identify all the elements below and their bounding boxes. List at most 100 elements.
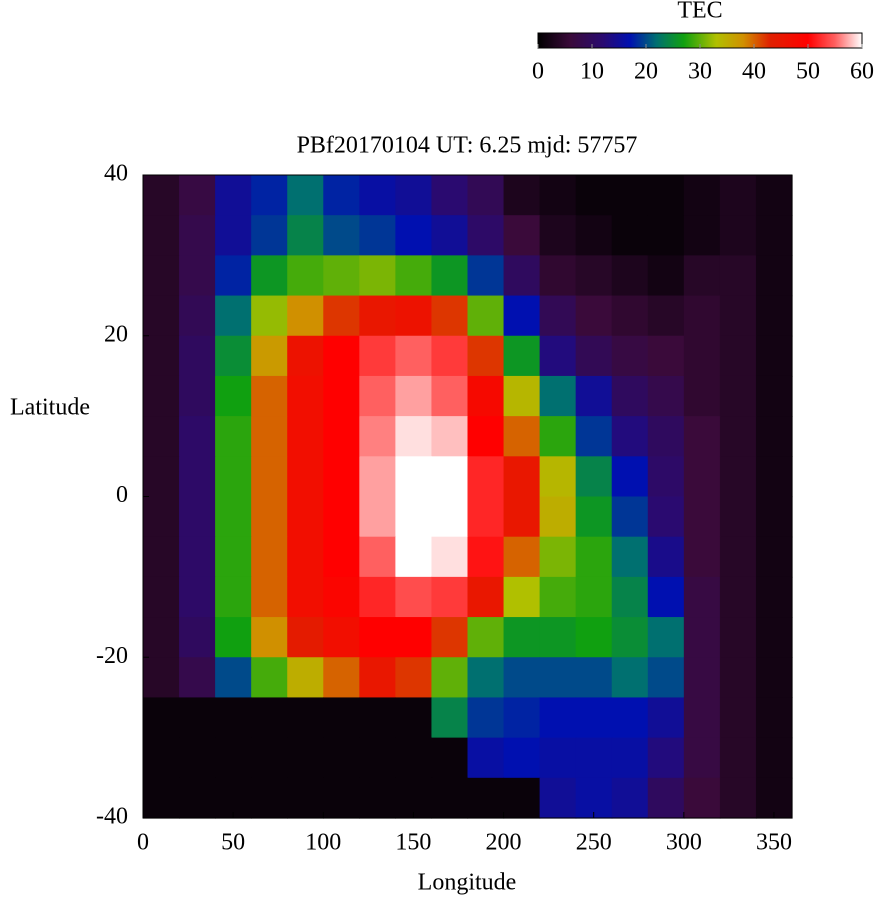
heat-cell xyxy=(575,576,613,618)
colorbar-tick-label: 0 xyxy=(532,59,544,85)
heat-cell xyxy=(179,777,216,819)
heat-cell xyxy=(179,175,216,216)
heat-cell xyxy=(503,536,541,578)
heat-cell xyxy=(719,416,757,457)
heat-cell xyxy=(143,737,180,779)
heat-cell xyxy=(647,617,685,658)
heat-cell xyxy=(287,617,324,658)
heat-cell xyxy=(467,335,505,377)
heat-cell xyxy=(719,255,757,297)
heat-cell xyxy=(611,335,649,377)
heat-cell xyxy=(611,416,649,457)
heat-cell xyxy=(611,657,649,699)
heat-cell xyxy=(323,657,360,699)
heat-cell xyxy=(395,777,433,819)
y-tick-label: 0 xyxy=(116,482,128,508)
heat-cell xyxy=(287,576,324,618)
heat-cell xyxy=(683,416,721,457)
heat-cell xyxy=(575,175,613,216)
heat-cell xyxy=(287,777,324,819)
heat-cell xyxy=(359,617,396,658)
heat-cell xyxy=(539,295,577,337)
heat-cell xyxy=(143,295,180,337)
x-tick-label: 100 xyxy=(305,830,341,856)
heat-cell xyxy=(575,375,613,417)
heat-cell xyxy=(215,576,252,618)
heat-cell xyxy=(647,295,685,337)
heat-cell xyxy=(395,456,433,498)
heat-cell xyxy=(539,777,577,819)
heat-cell xyxy=(683,175,721,216)
heat-cell xyxy=(179,215,216,256)
heat-cell xyxy=(143,335,180,377)
heat-cell xyxy=(395,697,433,739)
heat-cell xyxy=(539,175,577,216)
heat-cell xyxy=(647,657,685,699)
heat-cell xyxy=(179,617,216,658)
heat-cell xyxy=(755,215,793,256)
heat-cell xyxy=(755,295,793,337)
heat-cell xyxy=(539,576,577,618)
heat-cell xyxy=(251,777,288,819)
heat-cell xyxy=(467,697,505,739)
heat-cell xyxy=(467,295,505,337)
heat-cell xyxy=(755,416,793,457)
heat-cell xyxy=(575,215,613,256)
heat-cell xyxy=(539,657,577,699)
x-tick-label: 150 xyxy=(395,830,431,856)
heat-cell xyxy=(755,576,793,618)
heat-cell xyxy=(719,175,757,216)
heat-cell xyxy=(431,697,469,739)
heat-cell xyxy=(431,617,469,658)
heat-cell xyxy=(431,335,469,377)
heat-cell xyxy=(683,657,721,699)
heat-cell xyxy=(503,617,541,658)
heat-cell xyxy=(215,416,252,457)
heat-cell xyxy=(323,697,360,739)
heat-cell xyxy=(395,255,433,297)
heat-cell xyxy=(179,536,216,578)
heat-cell xyxy=(251,416,288,457)
heat-cell xyxy=(287,255,324,297)
heat-cell xyxy=(647,175,685,216)
heat-cell xyxy=(575,496,613,538)
heat-cell xyxy=(467,456,505,498)
heat-cell xyxy=(359,295,396,337)
heat-cell xyxy=(575,335,613,377)
x-tick-label: 0 xyxy=(137,830,149,856)
heat-cell xyxy=(323,416,360,457)
heat-cell xyxy=(287,375,324,417)
heat-cell xyxy=(647,416,685,457)
heat-cell xyxy=(611,496,649,538)
heat-cell xyxy=(215,496,252,538)
heat-cell xyxy=(539,737,577,779)
heat-cell xyxy=(719,737,757,779)
heat-cell xyxy=(719,777,757,819)
colorbar-tick-label: 60 xyxy=(850,59,874,85)
heat-cell xyxy=(575,617,613,658)
heat-cell xyxy=(215,657,252,699)
heat-cell xyxy=(755,375,793,417)
heat-cell xyxy=(683,496,721,538)
heat-cell xyxy=(719,215,757,256)
heat-cell xyxy=(683,576,721,618)
colorbar-tick-label: 40 xyxy=(742,59,766,85)
heat-cell xyxy=(359,416,396,457)
heat-cell xyxy=(467,657,505,699)
heat-cell xyxy=(683,255,721,297)
heat-cell xyxy=(323,536,360,578)
heat-cell xyxy=(539,697,577,739)
heat-cell xyxy=(503,335,541,377)
heat-cell xyxy=(575,536,613,578)
heat-cell xyxy=(287,657,324,699)
heat-cell xyxy=(431,456,469,498)
heat-cell xyxy=(251,456,288,498)
heat-cell xyxy=(287,697,324,739)
heat-cell xyxy=(611,456,649,498)
x-tick-label: 250 xyxy=(576,830,612,856)
heat-cell xyxy=(143,416,180,457)
y-tick-label: 20 xyxy=(104,321,128,347)
heat-cell xyxy=(719,496,757,538)
heat-cell xyxy=(359,576,396,618)
